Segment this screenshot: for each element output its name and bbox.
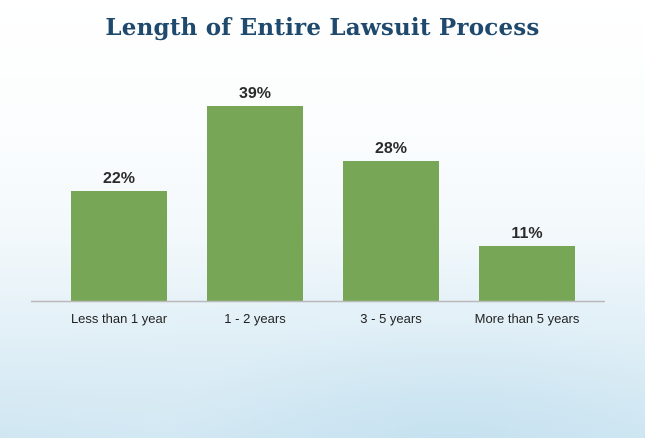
x-tick-label-1: Less than 1 year (71, 311, 168, 326)
data-label-4: 11% (511, 225, 542, 242)
x-tick-label-4: More than 5 years (475, 311, 580, 326)
x-tick-label-3: 3 - 5 years (360, 311, 422, 326)
bar-1 (71, 191, 167, 301)
data-label-2: 39% (239, 85, 271, 102)
labels-group: 22% Less than 1 year 39% 1 - 2 years 28% 3 - … (71, 85, 580, 326)
x-tick-label-2: 1 - 2 years (224, 311, 286, 326)
bar-3 (343, 161, 439, 301)
bar-4 (479, 246, 575, 301)
data-label-3: 28% (375, 140, 407, 157)
chart-title: Length of Entire Lawsuit Process (105, 14, 540, 41)
data-label-1: 22% (103, 170, 135, 187)
bar-2 (207, 106, 303, 301)
bars-group (71, 106, 575, 301)
